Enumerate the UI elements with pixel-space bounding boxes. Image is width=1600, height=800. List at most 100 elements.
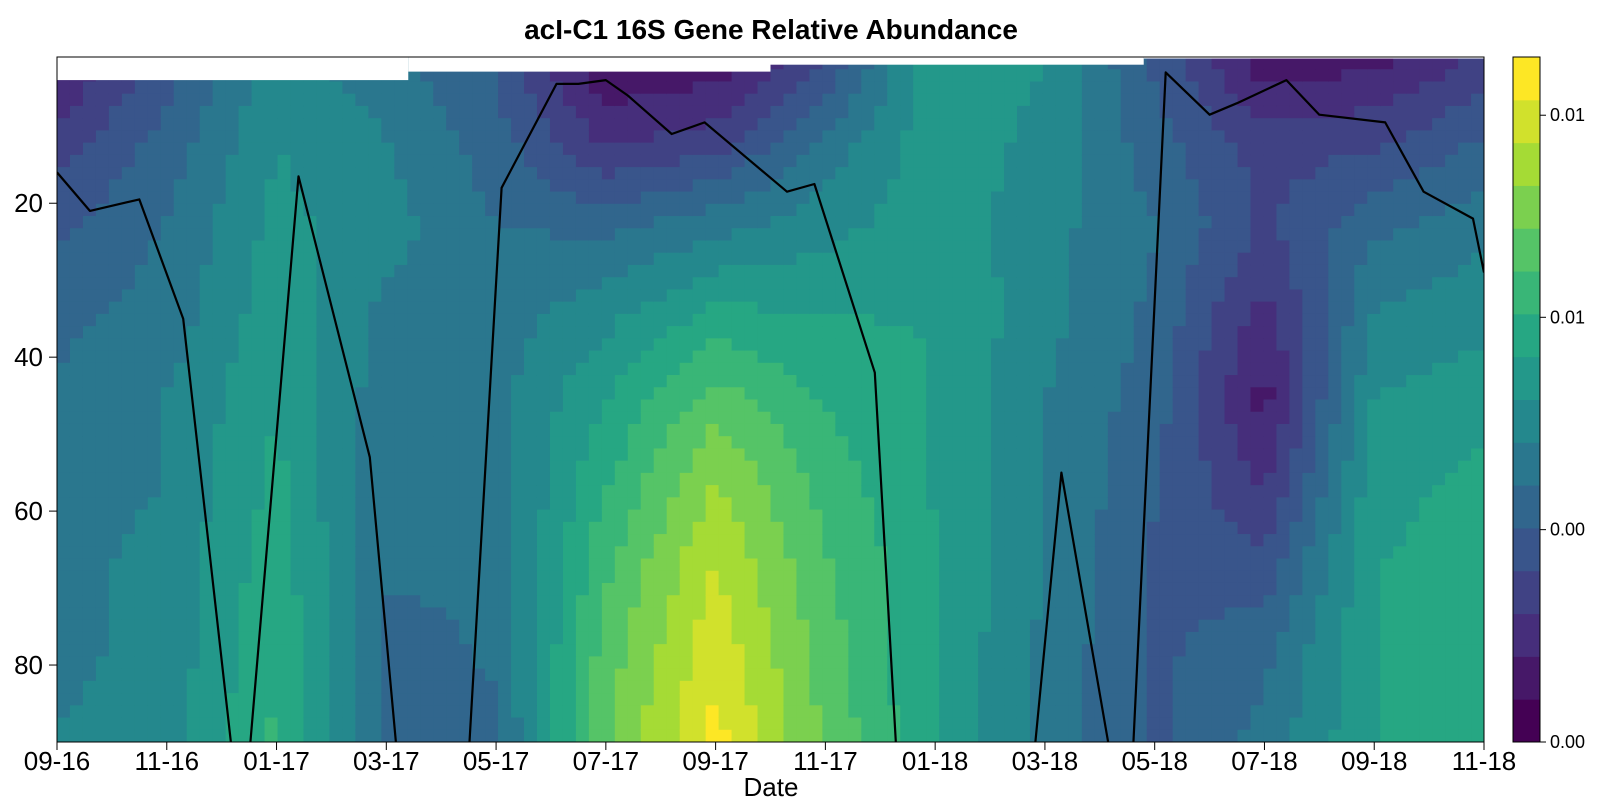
contour-cell	[394, 167, 408, 180]
contour-cell	[420, 167, 434, 180]
contour-cell	[199, 301, 214, 315]
contour-cell	[575, 191, 590, 205]
contour-cell	[95, 411, 110, 425]
contour-cell	[653, 546, 668, 560]
contour-cell	[731, 105, 746, 119]
contour-cell	[173, 717, 188, 731]
contour-cell	[796, 717, 811, 731]
contour-cell	[744, 411, 759, 425]
contour-cell	[952, 216, 966, 229]
contour-cell	[355, 717, 369, 731]
contour-cell	[290, 326, 305, 339]
contour-cell	[316, 558, 331, 572]
contour-cell	[446, 558, 460, 572]
contour-cell	[692, 595, 707, 609]
contour-cell	[147, 644, 162, 657]
contour-cell	[692, 509, 707, 523]
contour-cell	[173, 167, 188, 180]
contour-cell	[1133, 693, 1148, 706]
contour-cell	[57, 607, 71, 621]
contour-cell	[757, 203, 772, 217]
contour-cell	[511, 289, 525, 303]
contour-cell	[498, 142, 512, 156]
contour-cell	[705, 69, 720, 83]
contour-cell	[575, 399, 590, 413]
contour-cell	[627, 729, 642, 742]
contour-cell	[666, 203, 681, 217]
contour-cell	[1172, 472, 1187, 486]
contour-cell	[549, 582, 564, 596]
contour-cell	[329, 423, 343, 437]
contour-cell	[575, 240, 590, 254]
contour-cell	[1094, 93, 1109, 107]
contour-cell	[705, 118, 720, 131]
contour-cell	[368, 142, 382, 156]
contour-cell	[1185, 460, 1200, 474]
contour-cell	[251, 411, 266, 425]
contour-cell	[614, 362, 629, 376]
contour-cell	[394, 656, 408, 670]
contour-cell	[1133, 105, 1148, 119]
contour-cell	[549, 399, 564, 413]
contour-cell	[1016, 497, 1031, 511]
contour-cell	[757, 228, 772, 242]
contour-cell	[978, 521, 992, 535]
contour-cell	[1042, 387, 1057, 401]
contour-cell	[939, 423, 953, 437]
contour-cell	[1198, 301, 1213, 315]
contour-cell	[394, 619, 408, 633]
contour-cell	[926, 69, 940, 83]
contour-cell	[57, 668, 71, 682]
contour-cell	[1133, 546, 1148, 560]
contour-cell	[718, 375, 733, 388]
contour-cell	[757, 399, 772, 413]
contour-cell	[472, 375, 486, 388]
contour-cell	[342, 546, 356, 560]
contour-cell	[978, 313, 992, 327]
contour-cell	[1068, 142, 1083, 156]
contour-cell	[407, 264, 421, 278]
contour-cell	[485, 472, 499, 486]
contour-cell	[874, 705, 888, 719]
contour-cell	[1016, 338, 1031, 352]
contour-cell	[1068, 167, 1083, 180]
contour-cell	[498, 607, 512, 621]
contour-cell	[991, 472, 1005, 486]
contour-cell	[433, 228, 447, 242]
contour-cell	[770, 644, 785, 657]
contour-cell	[796, 301, 811, 315]
contour-cell	[355, 729, 369, 742]
contour-cell	[1107, 387, 1122, 401]
contour-cell	[614, 411, 629, 425]
contour-cell	[718, 387, 733, 401]
contour-cell	[939, 582, 953, 596]
contour-cell	[1029, 570, 1044, 584]
contour-cell	[147, 179, 162, 193]
contour-cell	[640, 350, 655, 364]
contour-cell	[861, 289, 875, 303]
contour-cell	[433, 705, 447, 719]
contour-cell	[692, 228, 707, 242]
contour-cell	[575, 69, 590, 83]
contour-cell	[588, 570, 603, 584]
contour-cell	[459, 680, 473, 694]
contour-cell	[1016, 375, 1031, 388]
contour-cell	[446, 570, 460, 584]
contour-cell	[446, 142, 460, 156]
contour-cell	[225, 118, 240, 131]
contour-cell	[524, 582, 538, 596]
contour-cell	[57, 93, 71, 107]
contour-cell	[640, 93, 655, 107]
contour-cell	[627, 582, 642, 596]
contour-cell	[433, 423, 447, 437]
contour-cell	[1055, 423, 1070, 437]
contour-cell	[1055, 668, 1070, 682]
contour-cell	[1211, 167, 1226, 180]
contour-cell	[952, 485, 966, 498]
contour-cell	[186, 619, 201, 633]
contour-cell	[965, 338, 979, 352]
contour-cell	[536, 582, 551, 596]
contour-cell	[472, 387, 486, 401]
contour-cell	[614, 558, 629, 572]
contour-cell	[1029, 375, 1044, 388]
